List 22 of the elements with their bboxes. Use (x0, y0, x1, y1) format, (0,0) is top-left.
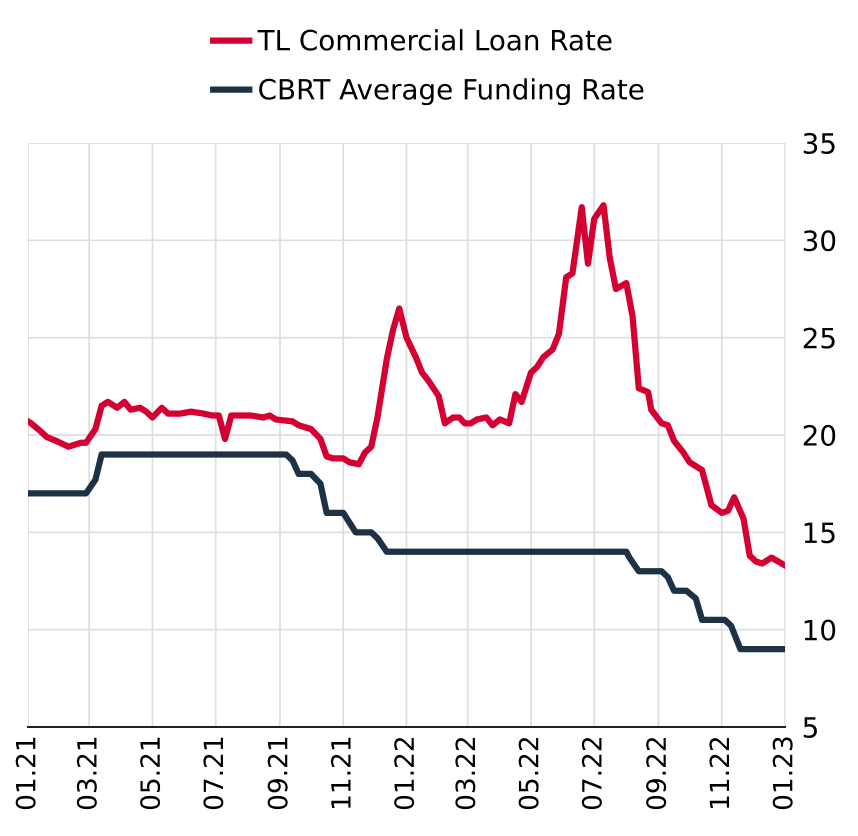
x-tick-label: 11.21 (330, 738, 351, 808)
x-tick-label: 01.23 (772, 737, 793, 810)
x-tick-label: 07.22 (582, 738, 602, 810)
x-tick-label: 01.22 (394, 738, 414, 810)
x-tick-label: 09.21 (268, 738, 288, 810)
y-tick-label: 30 (804, 230, 836, 252)
y-tick-label: 5 (804, 717, 817, 738)
y-tick-label: 20 (804, 424, 836, 446)
x-tick-label: 03.22 (455, 738, 476, 810)
y-tick-label: 35 (804, 132, 835, 154)
x-tick-label: 07.21 (203, 738, 224, 810)
y-tick-label: 10 (804, 620, 836, 641)
y-tick-label: 25 (804, 328, 835, 349)
x-tick-label: 05.21 (140, 738, 160, 810)
x-tick-label: 11.22 (709, 738, 730, 808)
x-tick-label: 01.21 (16, 738, 36, 810)
x-tick-label: 05.22 (518, 738, 539, 810)
x-tick-label: 03.21 (76, 738, 97, 810)
legend-label: CBRT Average Funding Rate (259, 78, 644, 106)
x-tick-label: 09.22 (646, 738, 666, 810)
y-tick-label: 15 (804, 522, 835, 544)
legend-label: TL Commercial Loan Rate (258, 29, 612, 51)
